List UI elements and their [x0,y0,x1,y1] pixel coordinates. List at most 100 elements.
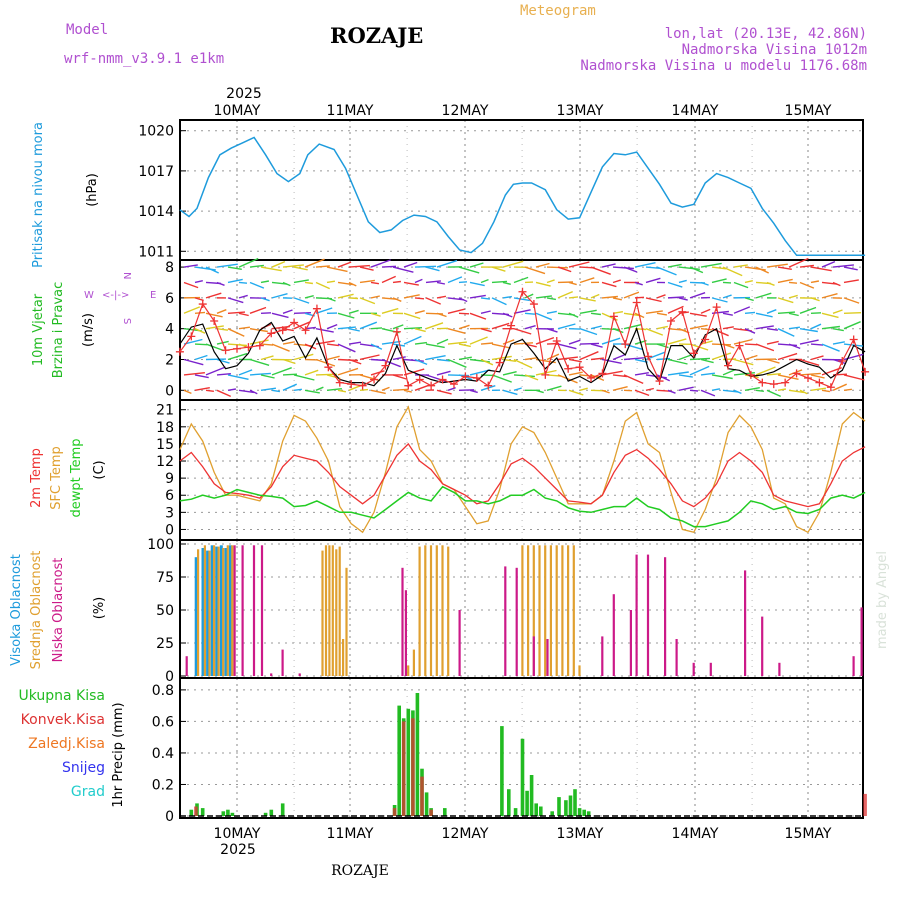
precip-total-bar [507,789,511,816]
precip-conv-bar [863,793,867,816]
wind-arrow [194,328,206,334]
wind-arrow [700,340,713,345]
wind-arrow [326,297,336,302]
wind-arrow [260,266,282,272]
cloud-mid-bar [424,545,427,676]
wind-arrow [689,389,699,392]
wind-arrow [227,388,237,391]
wind-arrow [557,356,578,361]
cloud-low-bar [185,656,188,676]
wind-gust-marker [826,383,835,392]
wind-arrow [425,355,446,361]
wind-arrow [194,387,210,391]
ytick-label-precip: 0.8 [152,683,174,699]
wind-arrow [711,374,733,380]
ytick-label-temperature: 0 [165,522,174,538]
wind-arrow [469,281,485,287]
wind-arrow [436,259,458,268]
wind-arrow [513,342,534,345]
ytick-label-temperature: 12 [156,454,174,470]
wind-arrow [414,358,428,366]
wind-arrow [579,297,596,302]
cloud-high-bar [228,545,232,676]
precip-total-bar [397,705,401,816]
wind-gust-marker [221,346,230,355]
wind-arrow [469,389,478,394]
ytick-label-temperature: 18 [156,420,174,436]
precip-total-bar [577,808,582,816]
ytick-label-clouds: 100 [147,537,174,553]
wind-arrow [205,292,222,299]
precip-total-bar [263,812,268,816]
wind-arrow [579,309,597,314]
wind-arrow [403,358,424,362]
cloud-low-bar [778,662,781,676]
wind-arrow [700,358,714,364]
station-title: ROZAJE [330,23,423,48]
wind-arrow [810,297,820,302]
wind-arrow [491,322,510,330]
cloud-mid-bar [435,545,438,676]
precip-conv-bar [411,718,415,816]
wind-arrow [832,264,854,268]
wind-arrow [425,266,440,272]
wind-arrow [634,262,656,268]
wind-arrow [403,261,418,268]
wind-arrow [370,327,383,330]
cloud-low-bar [233,545,236,676]
wind-arrow [326,355,340,361]
wind-arrow [535,389,544,394]
cloud-mid-bar [345,567,348,676]
wind-arrow [502,312,513,318]
precip-conv-bar [420,776,424,816]
wind-arrow [392,374,407,380]
wind-arrow [480,310,491,314]
wind-arrow [777,352,798,361]
wind-arrow [722,266,743,277]
cloud-mid-bar [555,545,558,676]
wind-arrow [799,339,819,345]
legend-freezing-rain: Zaledj.Kisa [28,736,105,752]
wind-arrow [491,343,511,349]
wind-arrow [821,293,838,299]
wind-arrow [348,328,360,332]
wind-arrow [216,281,225,286]
cloud-low-bar [629,610,632,676]
wind-arrow [348,297,359,300]
wind-arrow [326,388,342,391]
wind-arrow [832,328,844,332]
wind-arrow [249,327,268,333]
wind-arrow [755,325,774,330]
panel-wind: 0 2 4 6 8 [165,259,864,401]
wind-arrow [227,328,245,337]
wind-arrow [612,297,622,301]
precip-conv-bar [401,721,406,816]
date-label-top: 10MAY [214,103,261,119]
wind-label-1: 10m Vjetar [31,293,46,366]
wind-arrow [238,281,248,284]
wind-arrow [414,328,426,333]
wind-arrow [337,281,353,286]
wind-arrow [271,367,292,376]
ytick-label-clouds: 25 [156,636,174,652]
wind-arrow [656,325,668,330]
wind-arrow [469,336,488,345]
wind-arrow [502,281,511,285]
date-label-top: 15MAY [785,103,832,119]
wind-arrow [370,312,381,317]
wind-arrow [799,389,808,395]
cloud-low-bar [532,636,535,676]
precip-total-bar [557,797,561,816]
wind-arrow [612,386,628,391]
precip-total-bar [269,809,274,816]
wind-unit: (m/s) [81,313,96,347]
cloud-mid-bar [222,548,225,676]
wind-arrow [568,339,581,345]
precip-total-bar [443,808,447,816]
wind-arrow [766,281,775,286]
cloud-low-bar [675,639,678,676]
wind-arrow [293,388,302,391]
wind-arrow [205,343,225,352]
wind-arrow [458,297,468,303]
